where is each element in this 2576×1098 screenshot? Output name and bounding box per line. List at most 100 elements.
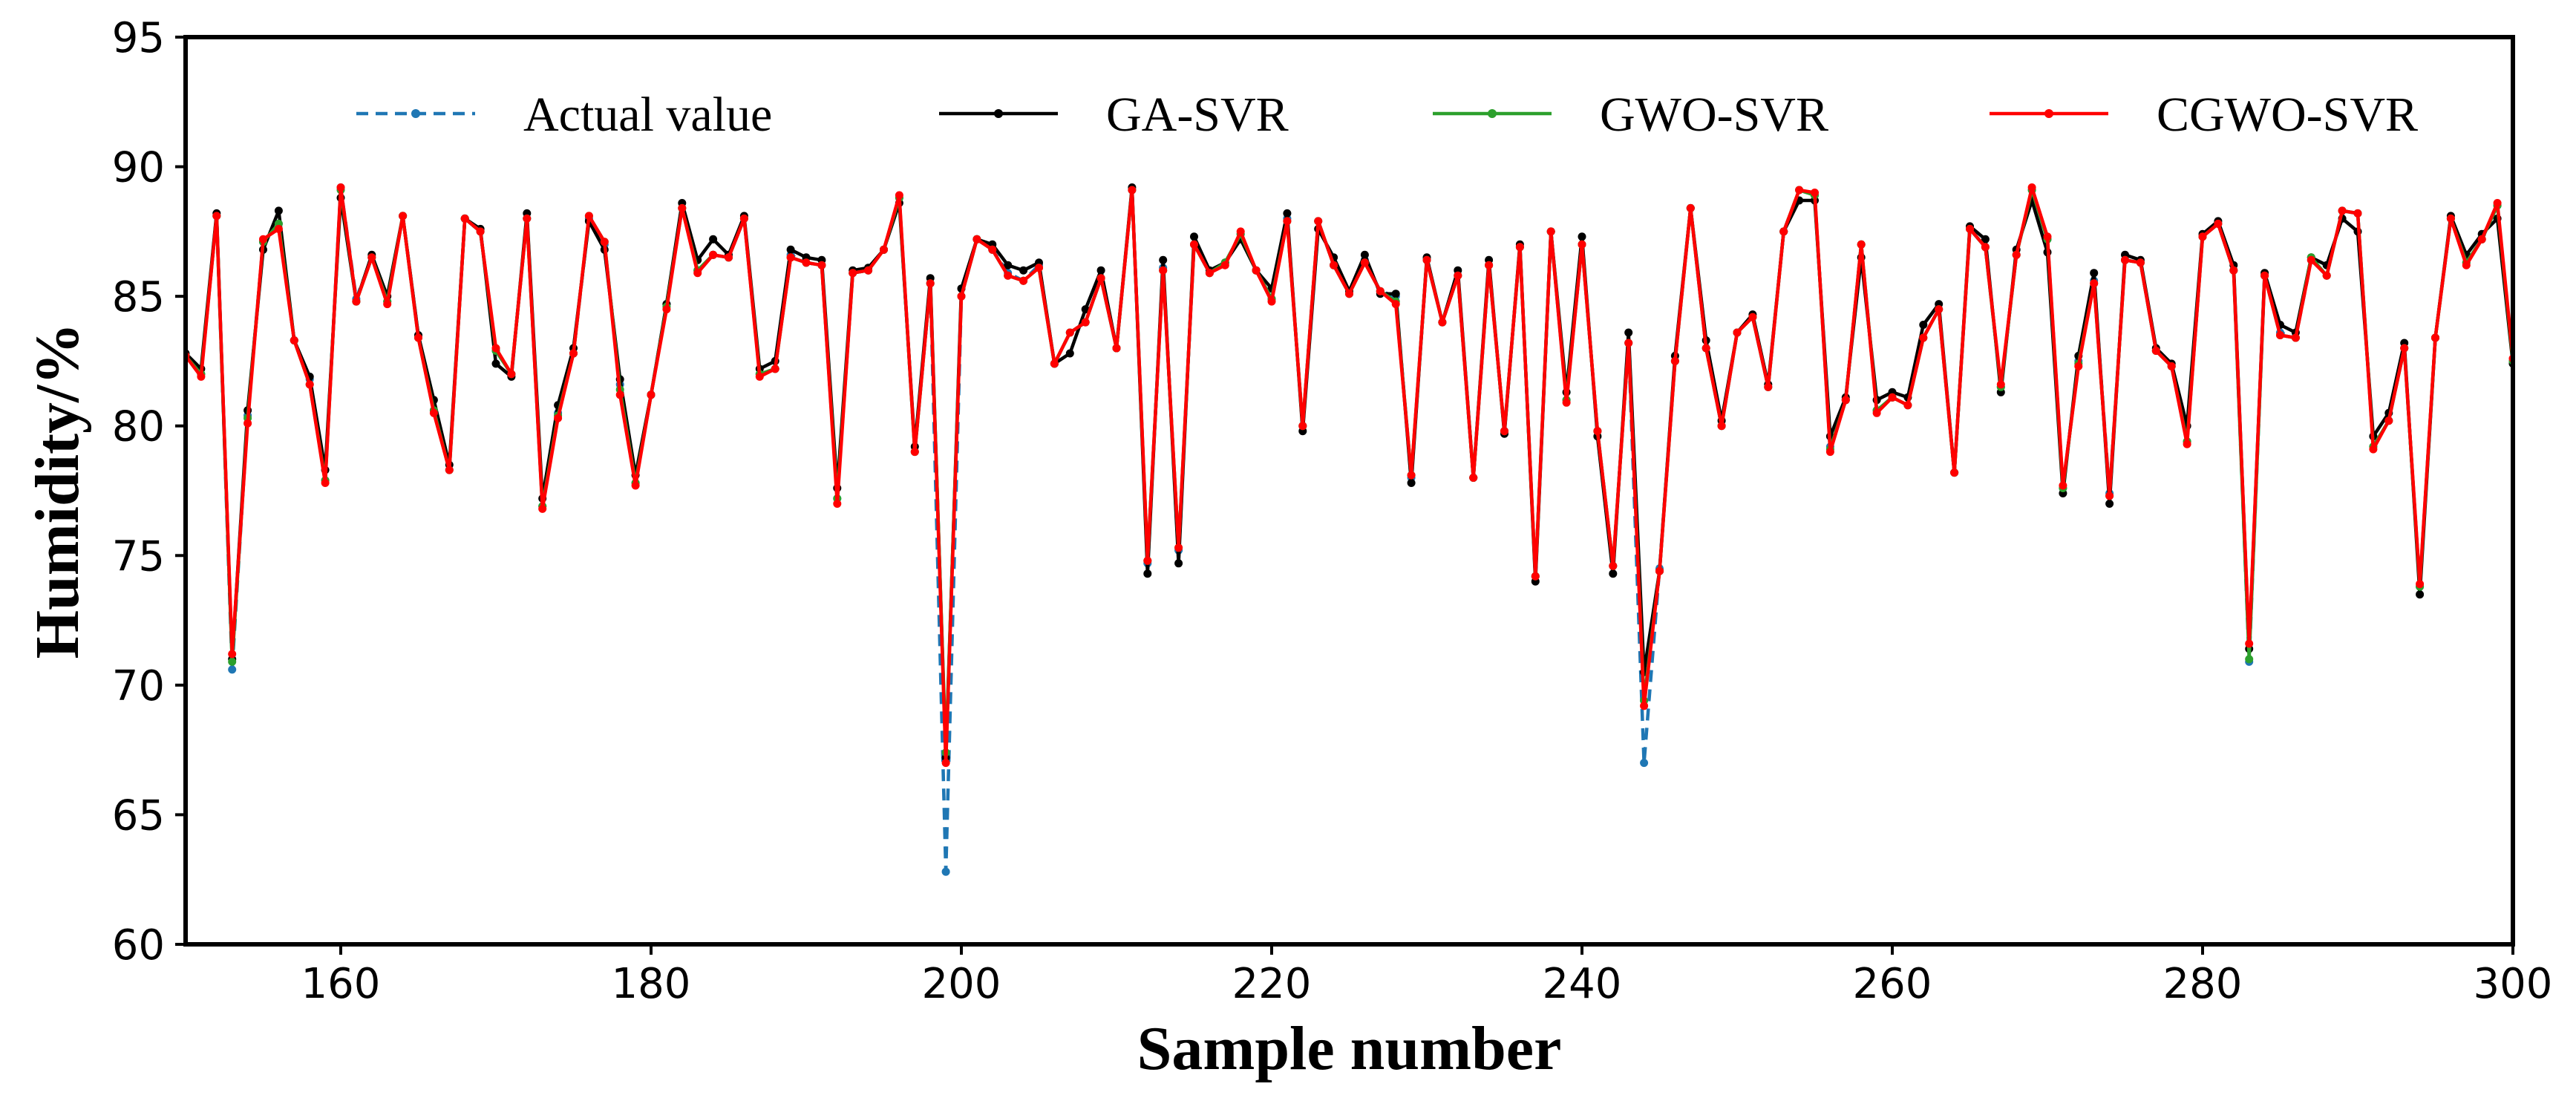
y-axis-title: Humidity/%: [23, 323, 92, 659]
data-point: [678, 203, 687, 212]
data-point: [243, 419, 252, 428]
data-point: [2043, 232, 2052, 241]
data-point: [1717, 422, 1726, 431]
data-point: [538, 504, 547, 513]
series-ga-svr: [186, 183, 2513, 762]
data-point: [2416, 580, 2425, 589]
legend-label: CGWO-SVR: [2157, 88, 2418, 142]
data-point: [1360, 250, 1369, 259]
data-point: [399, 212, 408, 220]
data-point: [228, 657, 237, 666]
data-point: [1578, 232, 1586, 241]
data-point: [1981, 235, 1990, 244]
data-point: [336, 183, 345, 192]
data-point: [1485, 261, 1494, 269]
legend-label: GA-SVR: [1106, 88, 1289, 142]
data-point: [1112, 344, 1121, 353]
data-point: [2431, 333, 2439, 342]
data-point: [1004, 261, 1013, 269]
data-point: [383, 300, 392, 309]
data-point: [755, 372, 764, 381]
data-point: [2260, 271, 2269, 280]
x-tick-label: 180: [612, 960, 691, 1008]
x-tick-label: 200: [922, 960, 1001, 1008]
data-point: [414, 333, 422, 342]
data-point: [1500, 427, 1508, 436]
data-point: [2276, 331, 2284, 339]
data-point: [2369, 445, 2378, 454]
data-point: [1019, 266, 1028, 275]
data-point: [1330, 261, 1338, 269]
data-point: [2245, 655, 2254, 664]
data-point: [1128, 186, 1137, 195]
data-point: [957, 292, 966, 301]
data-point: [1872, 408, 1881, 417]
data-point: [1888, 393, 1897, 402]
data-point: [2105, 491, 2114, 500]
data-point: [476, 227, 485, 236]
series-layer: [186, 183, 2513, 876]
data-point: [1748, 313, 1757, 321]
data-point: [429, 408, 438, 417]
data-point: [1966, 224, 1974, 233]
data-point: [1360, 258, 1369, 267]
data-point: [1670, 356, 1679, 365]
data-point: [1655, 566, 1664, 575]
data-point: [1205, 269, 1214, 278]
data-point: [1283, 217, 1292, 226]
data-point: [662, 305, 671, 314]
data-point: [1050, 359, 1059, 368]
data-point: [274, 206, 283, 215]
data-point: [445, 465, 454, 474]
data-point: [1004, 271, 1013, 280]
data-point: [259, 235, 267, 244]
data-point: [1190, 240, 1198, 249]
data-point: [709, 235, 718, 244]
x-tick-label: 160: [301, 960, 381, 1008]
data-point: [1996, 380, 2005, 389]
data-point: [305, 380, 314, 389]
data-point: [1174, 543, 1183, 552]
data-point: [1159, 266, 1168, 275]
data-point: [1531, 572, 1540, 581]
data-point: [725, 253, 733, 262]
data-point: [2090, 269, 2099, 278]
data-point: [2105, 500, 2114, 508]
data-point: [1593, 427, 1602, 436]
data-point: [2462, 261, 2471, 269]
data-point: [988, 245, 997, 254]
data-point: [1811, 189, 1819, 197]
data-point: [1407, 471, 1416, 480]
data-point: [1841, 396, 1850, 405]
data-point: [771, 365, 779, 373]
data-point: [1314, 217, 1323, 226]
data-point: [1019, 276, 1028, 285]
data-point: [507, 370, 516, 379]
legend-marker: [411, 109, 420, 118]
data-point: [2090, 279, 2099, 288]
data-point: [1609, 569, 1618, 578]
data-point: [2198, 232, 2207, 241]
data-point: [786, 245, 795, 254]
data-point: [647, 390, 656, 399]
x-axis-ticks: 160 180 200 220 240 260 280 300: [301, 944, 2552, 1008]
data-point: [1391, 290, 1400, 298]
data-point: [1981, 243, 1990, 252]
y-tick-label: 95: [112, 14, 165, 62]
data-point: [1624, 339, 1633, 347]
data-point: [367, 253, 376, 262]
data-point: [1081, 318, 1090, 327]
data-point: [1081, 305, 1090, 314]
data-point: [1764, 382, 1773, 391]
data-point: [1143, 569, 1152, 578]
data-point: [2136, 258, 2145, 267]
data-point: [895, 191, 903, 200]
data-point: [1857, 240, 1866, 249]
data-point: [491, 344, 500, 353]
legend-item: CGWO-SVR: [1990, 88, 2418, 142]
data-point: [1454, 271, 1462, 280]
data-point: [1096, 266, 1105, 275]
y-tick-label: 60: [112, 921, 165, 970]
data-point: [1935, 305, 1944, 314]
data-point: [880, 245, 888, 254]
